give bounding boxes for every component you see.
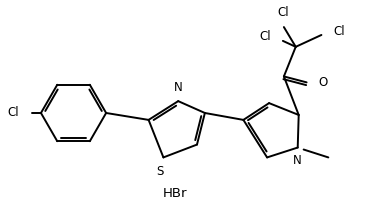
Text: Cl: Cl [277,6,289,19]
Text: N: N [293,155,302,167]
Text: Cl: Cl [259,31,271,43]
Text: O: O [318,76,328,89]
Text: Cl: Cl [7,106,19,120]
Text: S: S [156,165,163,178]
Text: HBr: HBr [163,188,188,200]
Text: Cl: Cl [333,25,345,37]
Text: N: N [174,81,183,94]
